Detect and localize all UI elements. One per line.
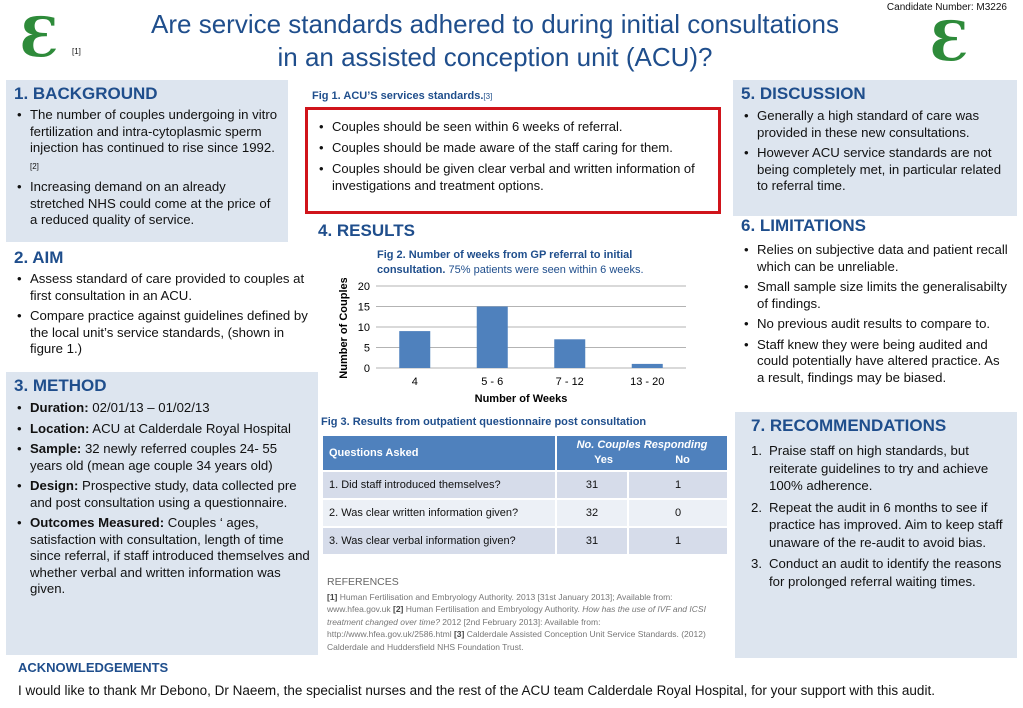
limitations-item-4: Staff knew they were being audited and c… <box>741 337 1009 387</box>
table-header-row: Questions Asked No. Couples Responding Y… <box>323 436 727 470</box>
discussion-panel: 5. DISCUSSION Generally a high standard … <box>733 80 1017 216</box>
header-questions: Questions Asked <box>323 436 555 470</box>
y-tick-label: 15 <box>358 302 370 314</box>
standard-item-1: Couples should be seen within 6 weeks of… <box>316 118 710 135</box>
limitations-heading: 6. LIMITATIONS <box>741 216 866 235</box>
aim-panel: 2. AIM Assess standard of care provided … <box>6 246 318 366</box>
limitations-item-1: Relies on subjective data and patient re… <box>741 242 1009 275</box>
table-cell-question: 3. Was clear verbal information given? <box>323 528 555 554</box>
method-location: Location: ACU at Calderdale Royal Hospit… <box>14 421 310 438</box>
recommendation-1: 1. Praise staff on high standards, but re… <box>751 443 989 493</box>
table-cell-no: 1 <box>629 472 727 498</box>
x-tick-label: 13 - 20 <box>630 376 664 388</box>
logo-citation: [1] <box>72 47 81 56</box>
limitations-item-3: No previous audit results to compare to. <box>741 316 1009 333</box>
bar-4 <box>399 331 431 368</box>
table-cell-yes: 31 <box>557 472 627 498</box>
header-yes: Yes <box>594 454 614 466</box>
questionnaire-table: Questions Asked No. Couples Responding Y… <box>321 434 729 556</box>
discussion-heading: 5. DISCUSSION <box>741 84 866 103</box>
y-tick-label: 0 <box>364 363 370 375</box>
x-tick-label: 7 - 12 <box>556 376 584 388</box>
logo-left: Ɛ <box>20 5 59 69</box>
chart-y-axis-label: Number of Couples <box>338 278 350 379</box>
discussion-item-1: Generally a high standard of care was pr… <box>741 108 1009 141</box>
y-tick-label: 5 <box>364 343 370 355</box>
aim-heading: 2. AIM <box>14 248 64 267</box>
standard-item-3: Couples should be given clear verbal and… <box>316 160 710 194</box>
background-panel: 1. BACKGROUND The number of couples unde… <box>6 80 288 242</box>
results-heading: 4. RESULTS <box>318 221 415 240</box>
service-standards-box: Couples should be seen within 6 weeks of… <box>305 107 721 214</box>
table-cell-question: 1. Did staff introduced themselves? <box>323 472 555 498</box>
method-sample: Sample: 32 newly referred couples 24- 55… <box>14 441 310 474</box>
header-no: No <box>675 454 690 466</box>
bar-13-20 <box>631 363 663 368</box>
chart-bars <box>399 306 663 368</box>
table-row: 3. Was clear verbal information given? 3… <box>323 528 727 554</box>
fig3-caption: Fig 3. Results from outpatient questionn… <box>321 416 647 428</box>
method-duration: Duration: 02/01/13 – 01/02/13 <box>14 400 310 417</box>
references-body: [1] Human Fertilisation and Embryology A… <box>327 591 706 652</box>
background-item-1-text: The number of couples undergoing in vitr… <box>30 107 278 155</box>
chart-y-ticks: 0 5 10 15 20 <box>358 281 370 375</box>
recommendation-2: 2. Repeat the audit in 6 months to see if… <box>751 499 1003 550</box>
limitations-panel: 6. LIMITATIONS Relies on subjective data… <box>733 216 1017 406</box>
background-item-1: The number of couples undergoing in vitr… <box>14 107 280 175</box>
title-line-1: Are service standards adhered to during … <box>151 9 839 39</box>
recommendations-heading: 7. RECOMMENDATIONS <box>751 416 947 435</box>
fig2-caption: Fig 2. Number of weeks from GP referral … <box>377 249 644 276</box>
aim-item-2: Compare practice against guidelines defi… <box>14 308 310 358</box>
x-tick-label: 5 - 6 <box>481 376 503 388</box>
table-cell-no: 0 <box>629 500 727 526</box>
y-tick-label: 10 <box>358 322 370 334</box>
method-heading: 3. METHOD <box>14 376 107 395</box>
chart-x-axis-label: Number of Weeks <box>475 393 568 405</box>
table-cell-yes: 32 <box>557 500 627 526</box>
table-row: 1. Did staff introduced themselves? 31 1 <box>323 472 727 498</box>
title-line-2: in an assisted conception unit (ACU)? <box>277 42 713 72</box>
fig1-caption: Fig 1. ACU’S services standards.[3] <box>312 90 493 102</box>
table-cell-no: 1 <box>629 528 727 554</box>
candidate-number: Candidate Number: M3226 <box>886 2 1007 13</box>
background-heading: 1. BACKGROUND <box>14 84 158 103</box>
table-cell-yes: 31 <box>557 528 627 554</box>
table-row: 2. Was clear written information given? … <box>323 500 727 526</box>
aim-item-1: Assess standard of care provided to coup… <box>14 271 310 304</box>
references-heading: REFERENCES <box>327 576 399 588</box>
bar-5-6 <box>476 306 508 368</box>
method-panel: 3. METHOD Duration: 02/01/13 – 01/02/13 … <box>6 372 318 655</box>
acknowledgements-text: I would like to thank Mr Debono, Dr Naee… <box>18 683 935 698</box>
chart-x-ticks: 4 5 - 6 7 - 12 13 - 20 <box>412 376 665 388</box>
discussion-item-2: However ACU service standards are not be… <box>741 145 1009 195</box>
method-design: Design: Prospective study, data collecte… <box>14 478 310 511</box>
background-item-2: Increasing demand on an already stretche… <box>14 179 280 229</box>
references: REFERENCES [1] Human Fertilisation and E… <box>327 576 727 653</box>
page-title: Are service standards adhered to during … <box>95 8 895 74</box>
x-tick-label: 4 <box>412 376 418 388</box>
header-responding: No. Couples Responding Yes No <box>557 436 727 470</box>
referral-weeks-bar-chart: 0 5 10 15 20 4 5 - 6 7 - 12 13 - 20 Number of C… <box>338 278 686 405</box>
acknowledgements-heading: ACKNOWLEDGEMENTS <box>18 660 169 675</box>
bar-7-12 <box>554 339 586 368</box>
logo-right: Ɛ <box>930 9 969 73</box>
recommendations-panel: 7. RECOMMENDATIONS 1. Praise staff on hig… <box>735 412 1017 658</box>
standard-item-2: Couples should be made aware of the staf… <box>316 139 710 156</box>
recommendation-3: 3. Conduct an audit to identify the reaso… <box>751 556 1002 589</box>
method-outcomes: Outcomes Measured: Couples ‘ ages, satis… <box>14 515 310 598</box>
limitations-item-2: Small sample size limits the generalisab… <box>741 279 1009 312</box>
table-cell-question: 2. Was clear written information given? <box>323 500 555 526</box>
y-tick-label: 20 <box>358 281 370 293</box>
background-cite: [2] <box>30 161 39 171</box>
